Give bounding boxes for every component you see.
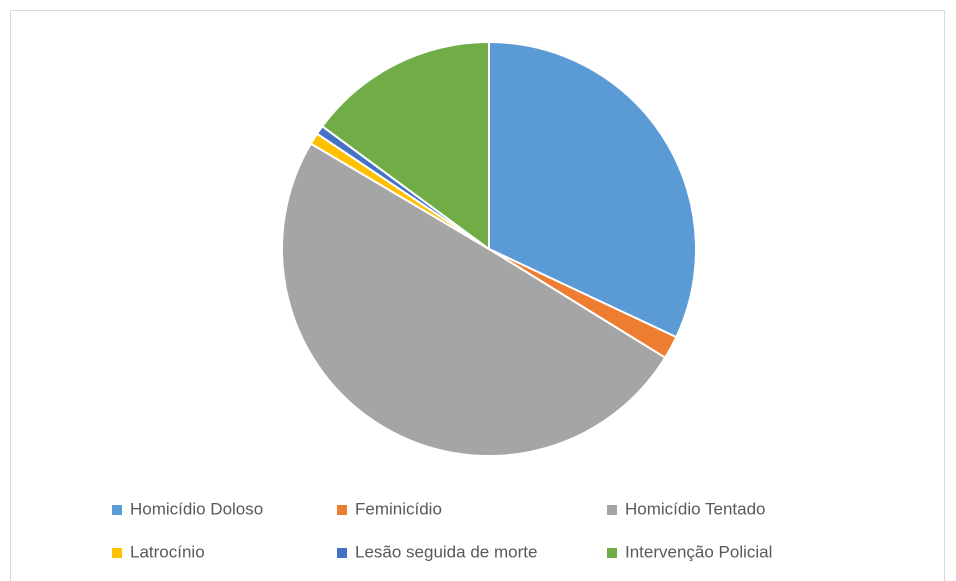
legend-swatch	[607, 505, 617, 515]
legend-label: Lesão seguida de morte	[355, 542, 537, 561]
pie-slice	[320, 40, 490, 251]
legend-swatch	[337, 548, 347, 558]
pie-slice	[281, 142, 667, 457]
pie-slice	[488, 40, 697, 339]
legend-swatch	[112, 505, 122, 515]
legend-swatch	[337, 505, 347, 515]
legend-label: Latrocínio	[130, 542, 205, 561]
legend-swatch	[112, 548, 122, 558]
legend-label: Feminicídio	[355, 499, 442, 518]
legend-swatch	[607, 548, 617, 558]
legend-label: Homicídio Doloso	[130, 499, 263, 518]
legend-label: Intervenção Policial	[625, 542, 772, 561]
legend-label: Homicídio Tentado	[625, 499, 766, 518]
